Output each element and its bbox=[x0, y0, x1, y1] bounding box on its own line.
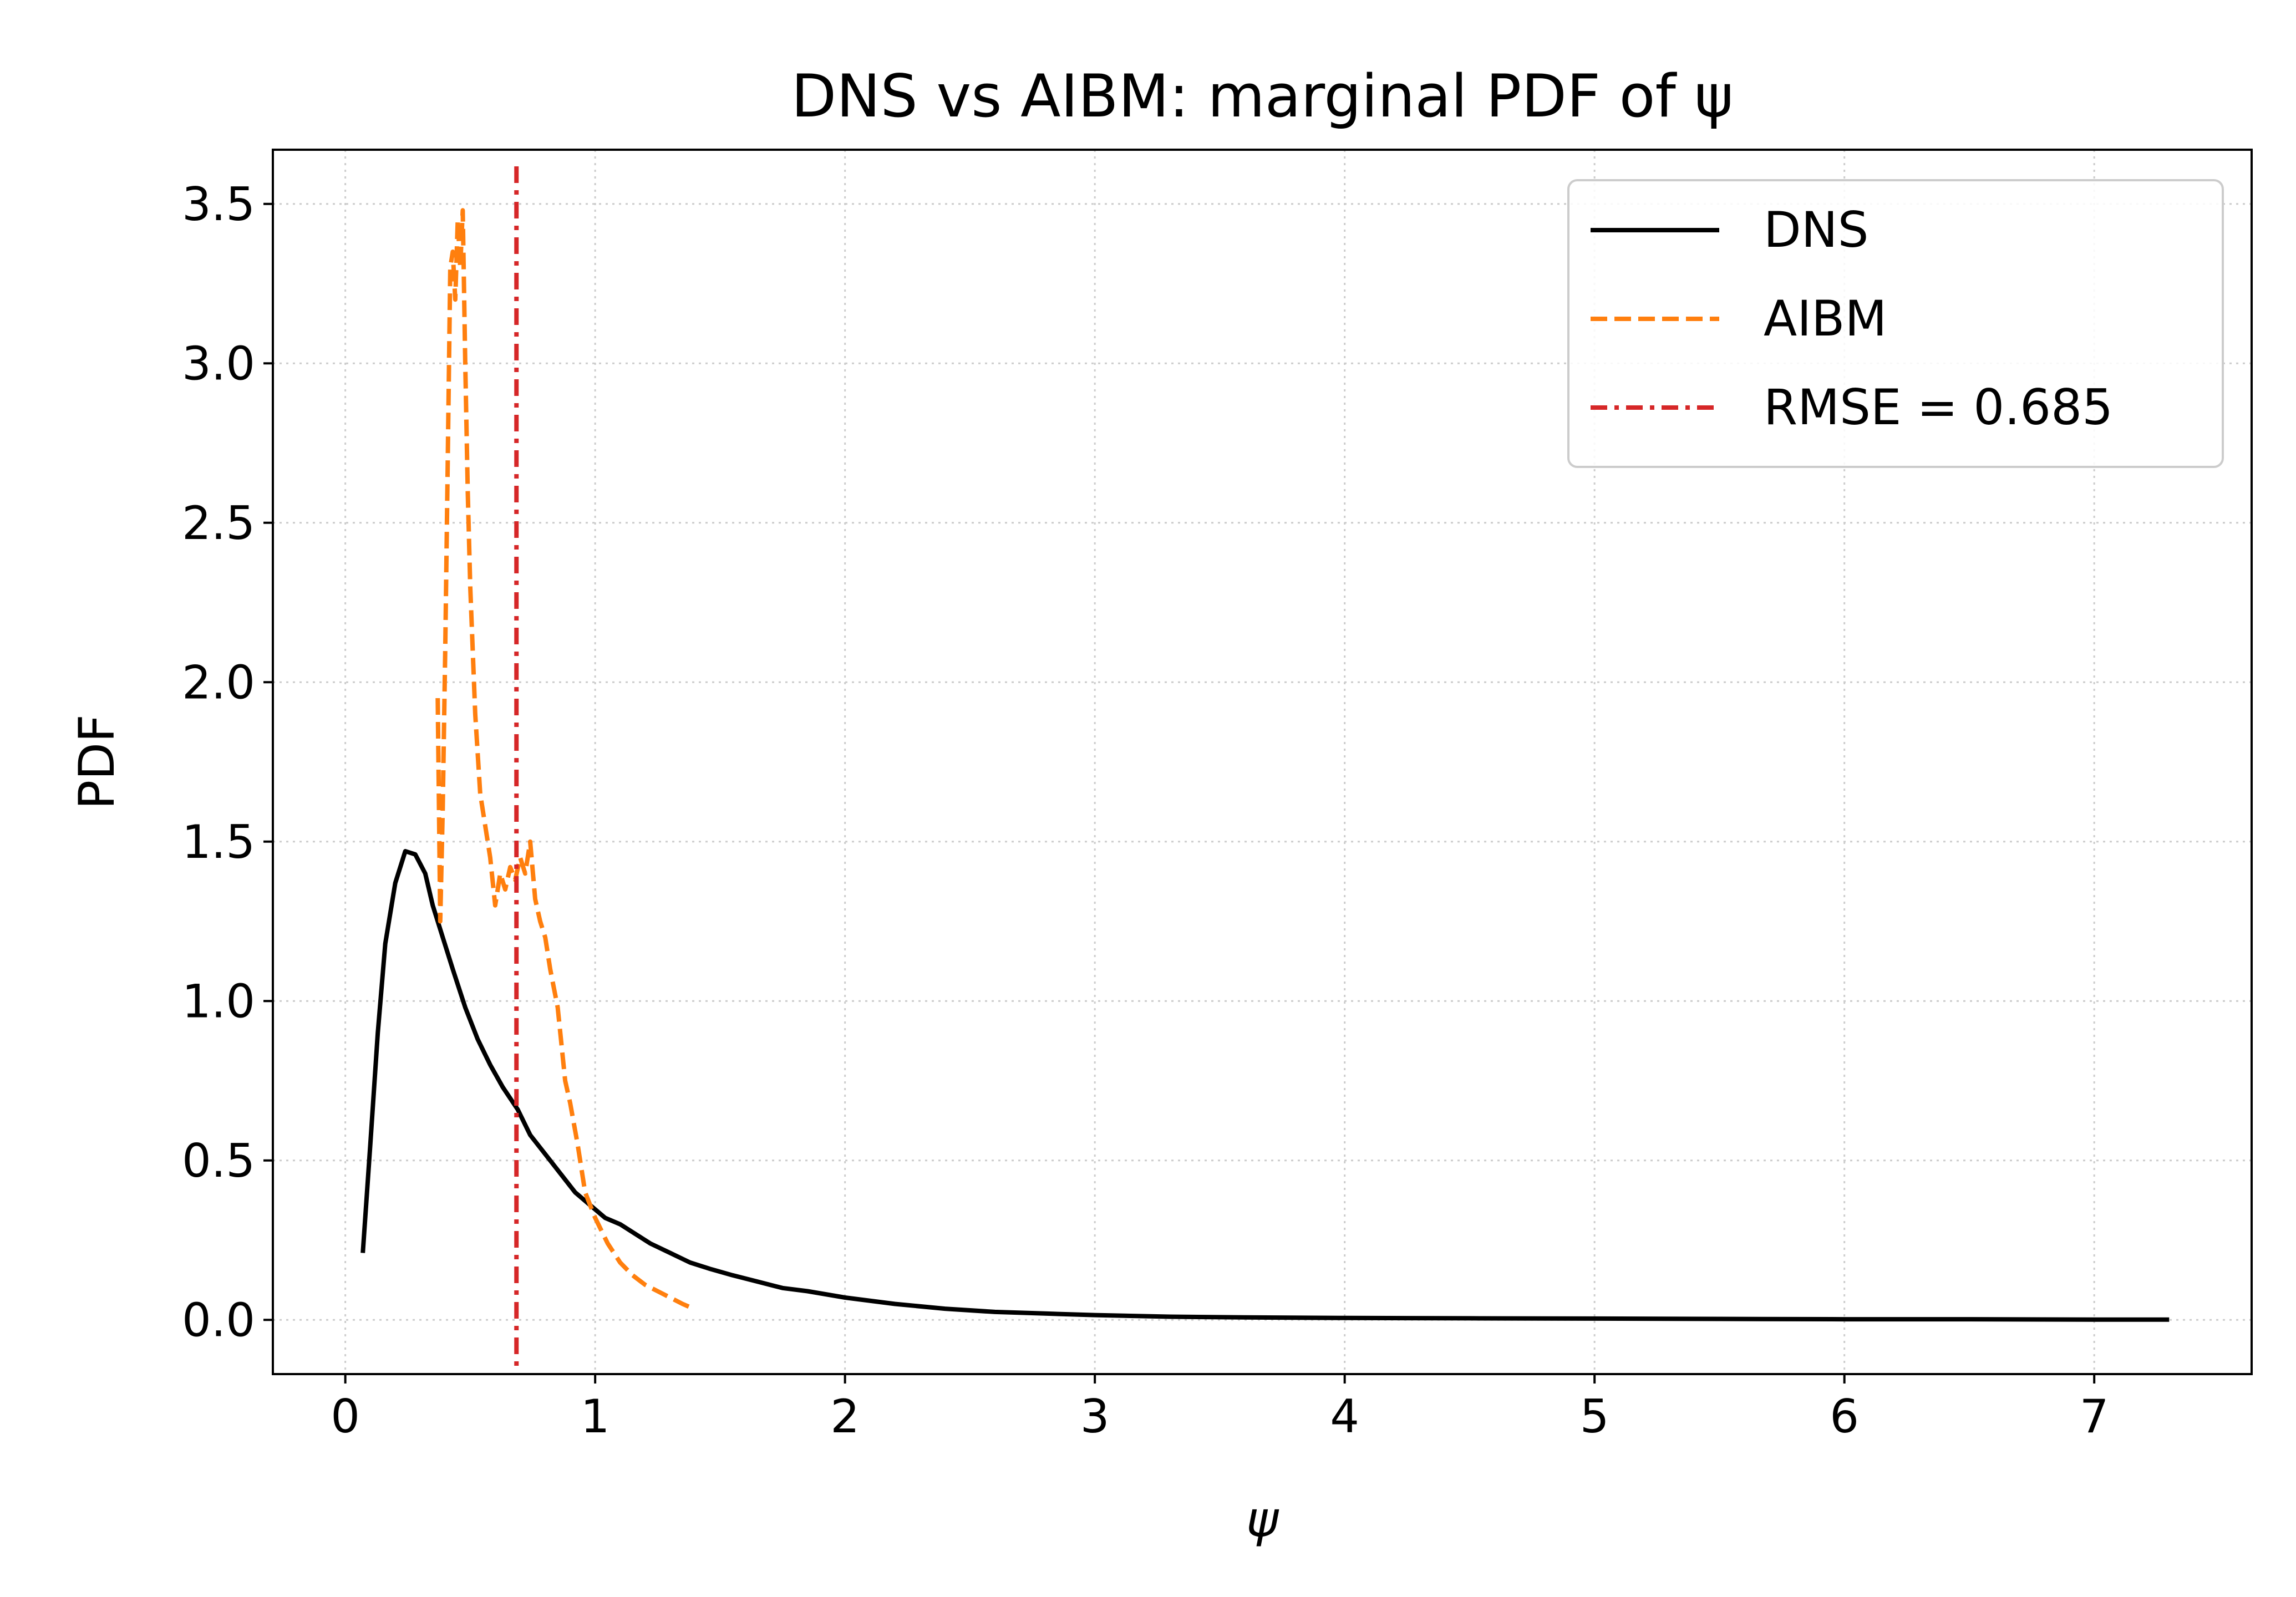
series-line-dns bbox=[360, 849, 2170, 1322]
series-line-aibm bbox=[435, 208, 691, 1309]
legend-label-rmse: RMSE = 0.685 bbox=[1764, 379, 2113, 436]
chart-title: DNS vs AIBM: marginal PDF of ψ bbox=[791, 62, 1734, 130]
x-tick-label: 2 bbox=[830, 1390, 860, 1443]
x-tick-label: 7 bbox=[2080, 1390, 2109, 1443]
x-tick-label: 4 bbox=[1330, 1390, 1359, 1443]
y-tick-label: 0.5 bbox=[182, 1134, 255, 1188]
x-tick-label: 6 bbox=[1830, 1390, 1859, 1443]
grid bbox=[273, 150, 2252, 1374]
y-tick-label: 2.0 bbox=[182, 655, 255, 709]
legend-box bbox=[1567, 179, 2224, 468]
ticks: 0 1 2 3 4 5 6 7 0.0 0.5 1.0 1.5 2.0 2.5 3.0 3.5 bbox=[182, 177, 2109, 1443]
y-tick-label: 3.5 bbox=[182, 177, 255, 231]
y-tick-label: 3.0 bbox=[182, 337, 255, 390]
y-axis-label: PDF bbox=[68, 714, 125, 809]
legend-label-aibm: AIBM bbox=[1764, 290, 1887, 347]
plot-frame bbox=[272, 149, 2253, 1375]
legend: DNS AIBM RMSE = 0.685 bbox=[1567, 179, 2224, 468]
x-tick-label: 1 bbox=[581, 1390, 610, 1443]
y-tick-label: 1.5 bbox=[182, 815, 255, 869]
x-tick-label: 0 bbox=[331, 1390, 360, 1443]
y-tick-label: 0.0 bbox=[182, 1293, 255, 1347]
legend-label-dns: DNS bbox=[1764, 201, 1868, 258]
series-layer bbox=[360, 166, 2170, 1374]
x-axis-label: ψ bbox=[1246, 1491, 1279, 1548]
y-tick-label: 2.5 bbox=[182, 496, 255, 550]
x-tick-label: 5 bbox=[1580, 1390, 1609, 1443]
x-tick-label: 3 bbox=[1080, 1390, 1110, 1443]
y-tick-label: 1.0 bbox=[182, 974, 255, 1028]
